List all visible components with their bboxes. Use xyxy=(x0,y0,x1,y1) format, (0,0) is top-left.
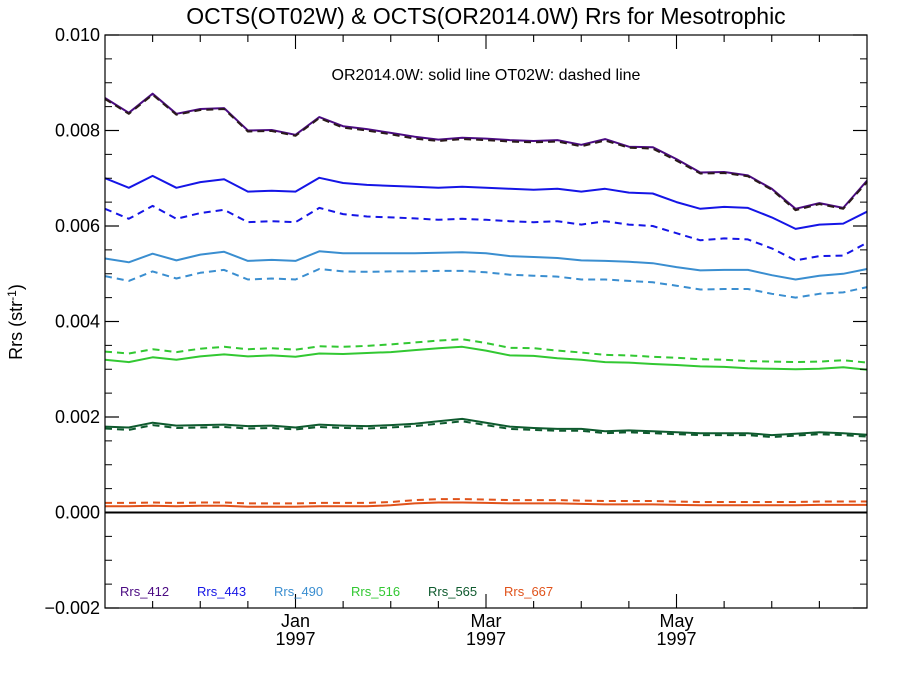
y-tick-label: 0.002 xyxy=(55,407,100,427)
axes: −0.0020.0000.0020.0040.0060.0080.010Jan1… xyxy=(44,25,868,649)
y-tick-label: 0.000 xyxy=(55,503,100,523)
legend: Rrs_412 Rrs_443 Rrs_490 Rrs_516 Rrs_565 Rrs_6… xyxy=(120,584,553,599)
y-axis-label: Rrs (str-1) xyxy=(5,284,26,360)
y-axis-label-main: Rrs (str xyxy=(6,301,26,360)
series-line-rrs-516-dashed xyxy=(104,338,868,364)
y-axis-label-sup: -1 xyxy=(5,290,19,301)
legend-item-rrs-490: Rrs_490 xyxy=(274,584,323,599)
y-tick-label: 0.004 xyxy=(55,312,100,332)
y-axis-label-close: ) xyxy=(6,284,26,290)
series-line-rrs-516-solid xyxy=(104,345,868,371)
legend-item-rrs-443: Rrs_443 xyxy=(197,584,246,599)
x-tick-label-month: Jan xyxy=(281,611,310,631)
series-line-rrs-412-dashed xyxy=(104,93,868,212)
series-line-rrs-443-solid xyxy=(104,174,868,230)
line-style-note: OR2014.0W: solid line OT02W: dashed line xyxy=(332,67,641,84)
series-line-rrs-565-solid xyxy=(104,417,868,437)
y-tick-label: 0.006 xyxy=(55,216,100,236)
x-tick-label-year: 1997 xyxy=(275,629,315,649)
series-line-rrs-412-solid xyxy=(104,92,868,210)
legend-item-rrs-412: Rrs_412 xyxy=(120,584,169,599)
x-tick-label-month: May xyxy=(659,611,693,631)
y-tick-label: 0.008 xyxy=(55,121,100,141)
series-line-rrs-565-dashed xyxy=(104,420,868,439)
legend-item-rrs-565: Rrs_565 xyxy=(428,584,477,599)
x-tick-label-year: 1997 xyxy=(656,629,696,649)
legend-item-rrs-516: Rrs_516 xyxy=(351,584,400,599)
chart-title: OCTS(OT02W) & OCTS(OR2014.0W) Rrs for Me… xyxy=(186,3,785,29)
legend-item-rrs-667: Rrs_667 xyxy=(504,584,553,599)
series-line-rrs-667-solid xyxy=(105,501,867,508)
x-tick-label-month: Mar xyxy=(471,611,502,631)
y-tick-label: 0.010 xyxy=(55,25,100,45)
x-tick-label-year: 1997 xyxy=(466,629,506,649)
plot-frame xyxy=(104,34,868,609)
series-line-rrs-490-solid xyxy=(104,250,868,281)
series-line-rrs-443-dashed xyxy=(104,204,868,262)
series-line-rrs-490-dashed xyxy=(104,268,868,299)
plot-lines xyxy=(104,92,868,508)
y-tick-label: −0.002 xyxy=(44,598,100,618)
